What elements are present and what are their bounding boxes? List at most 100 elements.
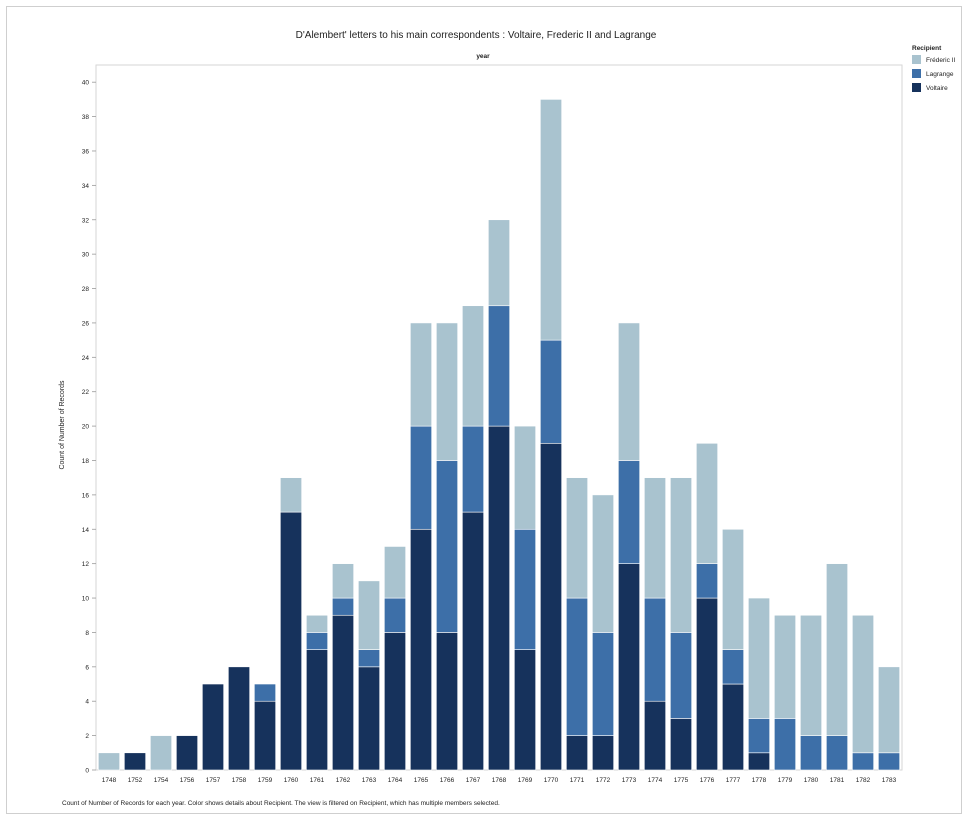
bar-segment-fr-deric-ii-1775[interactable] [670,477,692,633]
bar-segment-voltaire-1773[interactable] [618,563,640,771]
y-tick-label: 32 [82,217,90,224]
bar-segment-lagrange-1759[interactable] [254,683,276,702]
bar-segment-lagrange-1761[interactable] [306,632,328,650]
bar-segment-fr-deric-ii-1771[interactable] [566,477,588,599]
bar-segment-voltaire-1752[interactable] [124,752,146,771]
y-tick-label: 2 [85,733,89,740]
bar-segment-fr-deric-ii-1772[interactable] [592,494,614,633]
x-tick-label: 1768 [492,777,507,784]
bar-segment-voltaire-1760[interactable] [280,511,302,771]
bar-segment-voltaire-1762[interactable] [332,614,354,771]
y-tick-label: 10 [82,596,90,603]
bar-segment-lagrange-1765[interactable] [410,425,432,530]
bar-segment-lagrange-1783[interactable] [878,752,900,771]
bar-segment-fr-deric-ii-1765[interactable] [410,322,432,427]
bar-segment-voltaire-1769[interactable] [514,649,536,771]
bar-segment-voltaire-1761[interactable] [306,649,328,771]
bar-segment-fr-deric-ii-1766[interactable] [436,322,458,461]
bar-segment-fr-deric-ii-1783[interactable] [878,666,900,754]
x-tick-label: 1774 [648,777,663,784]
y-tick-label: 26 [82,320,90,327]
bar-segment-fr-deric-ii-1781[interactable] [826,563,848,736]
bar-segment-fr-deric-ii-1773[interactable] [618,322,640,461]
bar-segment-lagrange-1779[interactable] [774,718,796,771]
legend-label: Fréderic II [926,57,955,64]
bar-segment-fr-deric-ii-1760[interactable] [280,477,302,513]
bar-segment-fr-deric-ii-1761[interactable] [306,614,328,633]
bar-segment-fr-deric-ii-1782[interactable] [852,614,874,754]
x-tick-label: 1761 [310,777,325,784]
bar-segment-voltaire-1757[interactable] [202,683,224,771]
bar-segment-voltaire-1768[interactable] [488,425,510,771]
bar-segment-voltaire-1777[interactable] [722,683,744,771]
bar-segment-lagrange-1778[interactable] [748,718,770,754]
bar-segment-lagrange-1773[interactable] [618,460,640,564]
bar-segment-lagrange-1772[interactable] [592,632,614,736]
x-tick-label: 1748 [102,777,117,784]
plot-area [95,64,903,771]
bar-segment-voltaire-1756[interactable] [176,735,198,771]
bar-segment-lagrange-1776[interactable] [696,563,718,599]
bar-segment-lagrange-1764[interactable] [384,597,406,633]
bar-segment-lagrange-1771[interactable] [566,597,588,736]
bar-segment-voltaire-1774[interactable] [644,700,666,771]
bar-segment-fr-deric-ii-1748[interactable] [98,752,120,771]
y-tick-label: 16 [82,492,90,499]
bar-segment-fr-deric-ii-1774[interactable] [644,477,666,599]
bar-segment-voltaire-1772[interactable] [592,735,614,771]
x-tick-label: 1759 [258,777,273,784]
bar-segment-fr-deric-ii-1768[interactable] [488,219,510,307]
bar-segment-fr-deric-ii-1763[interactable] [358,580,380,650]
bar-segment-fr-deric-ii-1778[interactable] [748,597,770,719]
bar-segment-lagrange-1781[interactable] [826,735,848,771]
bar-segment-voltaire-1776[interactable] [696,597,718,771]
bar-segment-fr-deric-ii-1769[interactable] [514,425,536,530]
bar-segment-lagrange-1774[interactable] [644,597,666,702]
x-tick-label: 1779 [778,777,793,784]
bar-segment-fr-deric-ii-1754[interactable] [150,735,172,771]
bar-segment-voltaire-1775[interactable] [670,718,692,771]
bar-segment-lagrange-1780[interactable] [800,735,822,771]
y-tick-label: 22 [82,389,90,396]
bar-segment-lagrange-1767[interactable] [462,425,484,513]
chart-title: D'Alembert' letters to his main correspo… [296,30,657,41]
bar-segment-fr-deric-ii-1767[interactable] [462,305,484,427]
y-tick-label: 8 [85,630,89,637]
bar-segment-voltaire-1771[interactable] [566,735,588,771]
y-axis-label: Count of Number of Records [59,380,66,470]
y-tick-label: 12 [82,561,90,568]
bar-segment-lagrange-1782[interactable] [852,752,874,771]
bar-segment-fr-deric-ii-1762[interactable] [332,563,354,599]
bar-segment-voltaire-1767[interactable] [462,511,484,771]
bar-segment-voltaire-1778[interactable] [748,752,770,771]
bar-segment-voltaire-1766[interactable] [436,632,458,771]
bar-segment-lagrange-1768[interactable] [488,305,510,427]
bar-segment-fr-deric-ii-1764[interactable] [384,546,406,599]
bar-segment-lagrange-1769[interactable] [514,528,536,650]
bar-segment-lagrange-1770[interactable] [540,339,562,444]
bar-segment-voltaire-1759[interactable] [254,700,276,771]
bar-segment-lagrange-1777[interactable] [722,649,744,685]
bar-segment-lagrange-1762[interactable] [332,597,354,616]
bar-segment-voltaire-1763[interactable] [358,666,380,771]
x-tick-label: 1762 [336,777,351,784]
y-tick-label: 20 [82,424,90,431]
chart-caption: Count of Number of Records for each year… [62,800,500,807]
bar-segment-fr-deric-ii-1776[interactable] [696,442,718,564]
bar-segment-lagrange-1763[interactable] [358,649,380,668]
x-tick-label: 1767 [466,777,481,784]
bar-segment-fr-deric-ii-1779[interactable] [774,614,796,719]
bar-segment-fr-deric-ii-1777[interactable] [722,528,744,650]
bar-segment-fr-deric-ii-1780[interactable] [800,614,822,736]
bar-segment-lagrange-1766[interactable] [436,460,458,633]
bar-segment-fr-deric-ii-1770[interactable] [540,99,562,341]
x-tick-label: 1754 [154,777,169,784]
x-tick-label: 1758 [232,777,247,784]
y-tick-label: 28 [82,286,90,293]
bar-segment-voltaire-1770[interactable] [540,442,562,771]
bar-segment-lagrange-1775[interactable] [670,632,692,719]
bar-segment-voltaire-1758[interactable] [228,666,250,771]
bar-segment-voltaire-1764[interactable] [384,632,406,771]
bar-segment-voltaire-1765[interactable] [410,528,432,771]
